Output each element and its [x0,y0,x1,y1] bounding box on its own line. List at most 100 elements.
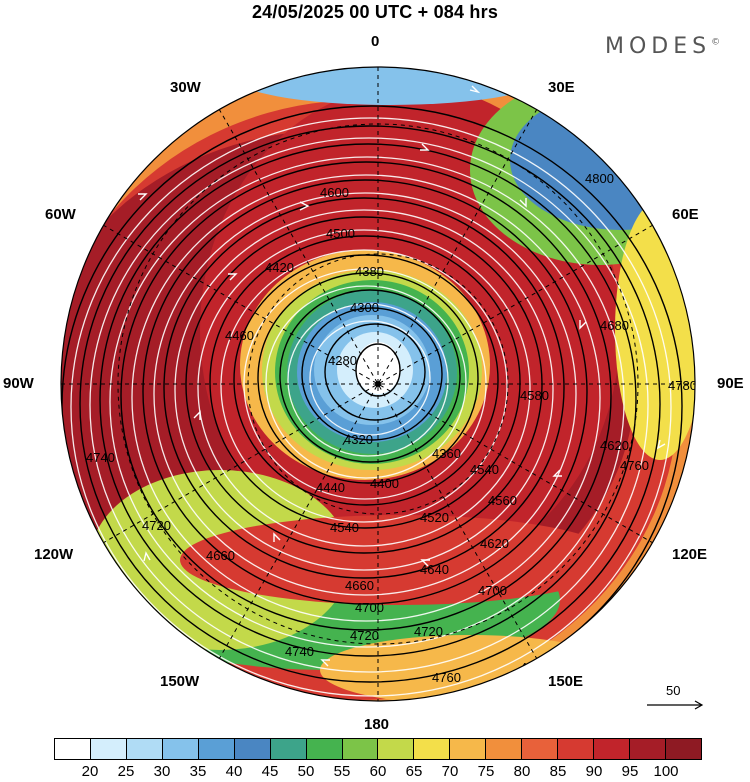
colorbar-tick-label: 50 [297,763,315,780]
lon-label-120w: 120W [34,546,74,563]
contour-label: 4440 [316,480,345,495]
arrow-icon [299,201,310,211]
contour-label: 4300 [350,300,379,315]
streamline [220,249,508,523]
colorbar-tick-label: 60 [369,763,387,780]
wind-speed-field: 4280 4300 4320 4360 4380 4400 4420 4440 … [61,67,697,701]
lon-label-30e: 30E [548,79,575,96]
contour-line [185,216,543,554]
brand-logo: MODES© [605,34,720,59]
contour-label: 4640 [420,562,449,577]
arrow-icon [273,532,281,542]
contour-label: 4320 [344,432,373,447]
map-title: 24/05/2025 00 UTC + 084 hrs [251,2,499,22]
colorbar-tick-label: 40 [225,763,243,780]
colorbar-tick-label: 25 [117,763,135,780]
colorbar-tick-label: 100 [653,763,679,780]
map-boundary [60,66,696,702]
arrow-icon [579,320,587,330]
streamline [153,192,577,596]
arrow-icon [420,143,430,151]
colorbar-cell [198,739,235,759]
colorbar-tick-label: 30 [153,763,171,780]
colorbar-cell [558,739,595,759]
reference-vector-arrow-icon [647,700,704,710]
colorbar-cell [630,739,666,759]
arrow-icon [228,273,238,281]
contour-line [79,125,661,683]
contour-label: 4400 [370,476,399,491]
meridian-line [218,108,538,660]
colorbar-cell [55,739,91,759]
arrow-icon [552,469,562,477]
colorbar-cell [270,739,307,759]
contour-label: 4420 [265,260,294,275]
colorbar-tick-label: 80 [513,763,531,780]
contour-label: 4540 [330,520,359,535]
colorbar-tick-label: 65 [405,763,423,780]
streamline [109,156,625,648]
contour-label: 4540 [470,462,499,477]
contour-line [209,235,521,529]
colorbar-cell [342,739,379,759]
contour-label: 4580 [520,388,549,403]
lon-label-30w: 30W [170,79,201,96]
contour-label: 4720 [414,624,443,639]
lon-label-60e: 60E [672,206,699,223]
streamline-arrows [138,85,666,667]
colorbar-tick-label: 45 [261,763,279,780]
colorbar-cell [90,739,127,759]
contour-label: 4560 [488,493,517,508]
contour-label: 4780 [668,378,697,393]
lon-label-150e: 150E [548,673,584,690]
graticule [61,67,695,701]
colorbar-cell [306,739,343,759]
meridian-line [102,224,654,544]
colorbar-tick-label: 35 [189,763,207,780]
arrow-icon [138,193,148,201]
contour-label: 4380 [355,264,384,279]
colorbar-cell [234,739,271,759]
streamline [89,137,649,673]
colorbar-tick-label: 20 [81,763,99,780]
lon-label-60w: 60W [45,206,76,223]
colorbar-cell [378,739,415,759]
field-ring-inner [356,342,400,394]
meridian-line [218,108,538,660]
contour-label: 4620 [480,536,509,551]
contour-line [99,143,637,657]
colorbar-cell [414,739,451,759]
contour-label: 4800 [585,171,614,186]
colorbar-cell [665,739,701,759]
contour-label: 4680 [600,318,629,333]
polar-map: 4280 4300 4320 4360 4380 4400 4420 4440 … [60,66,697,702]
contour-label: 4520 [420,510,449,525]
contour-line [163,197,565,579]
brand-name: MODES [605,34,712,59]
streamline [197,229,531,547]
colorbar-cell [522,739,559,759]
lon-label-150w: 150W [160,673,200,690]
colorbar-tick-label: 75 [477,763,495,780]
contour-line [279,289,461,463]
parallel-circle [117,123,639,645]
colorbar-cell [162,739,199,759]
arrow-icon [519,198,527,208]
colorbar-tick-label: 95 [621,763,639,780]
copyright-mark: © [711,37,721,48]
contour-label: 4740 [285,644,314,659]
contour-label: 4760 [620,458,649,473]
contour-label: 4760 [432,670,461,685]
streamline [309,320,431,436]
contour-line [142,179,588,605]
contour-label: 4500 [326,226,355,241]
wind-streamlines [70,117,672,697]
arrow-icon [193,410,201,420]
pole-marker [375,381,381,387]
contour-label: 4620 [600,438,629,453]
contour-label: 4740 [86,450,115,465]
reference-vector-label: 50 [666,683,681,698]
contour-label: 4660 [206,548,235,563]
colorbar [54,738,702,760]
contour-line [324,323,426,421]
